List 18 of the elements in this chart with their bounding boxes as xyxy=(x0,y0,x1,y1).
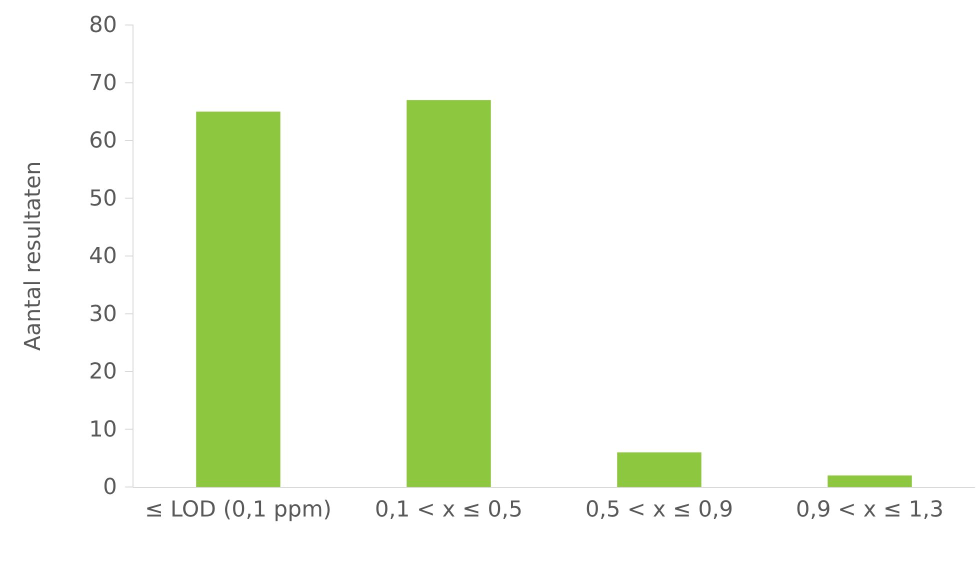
y-tick-label: 0 xyxy=(103,475,117,500)
bar xyxy=(828,475,912,487)
y-tick-label: 60 xyxy=(89,128,117,154)
x-tick-label: 0,5 < x ≤ 0,9 xyxy=(585,498,734,523)
y-tick-label: 70 xyxy=(89,70,117,96)
bar xyxy=(617,452,702,487)
x-tick-label: 0,9 < x ≤ 1,3 xyxy=(796,498,944,523)
y-axis-title: Aantal resultaten xyxy=(21,161,46,351)
y-tick-label: 40 xyxy=(89,244,117,270)
y-tick-label: 50 xyxy=(89,186,117,212)
y-tick-label: 30 xyxy=(89,302,117,327)
x-tick-label: ≤ LOD (0,1 ppm) xyxy=(144,498,332,523)
bar xyxy=(406,100,491,487)
y-tick-label: 10 xyxy=(89,417,117,442)
y-tick-label: 20 xyxy=(89,360,117,385)
bar xyxy=(196,112,280,487)
x-tick-label: 0,1 < x ≤ 0,5 xyxy=(374,498,523,523)
y-tick-label: 80 xyxy=(89,13,117,38)
